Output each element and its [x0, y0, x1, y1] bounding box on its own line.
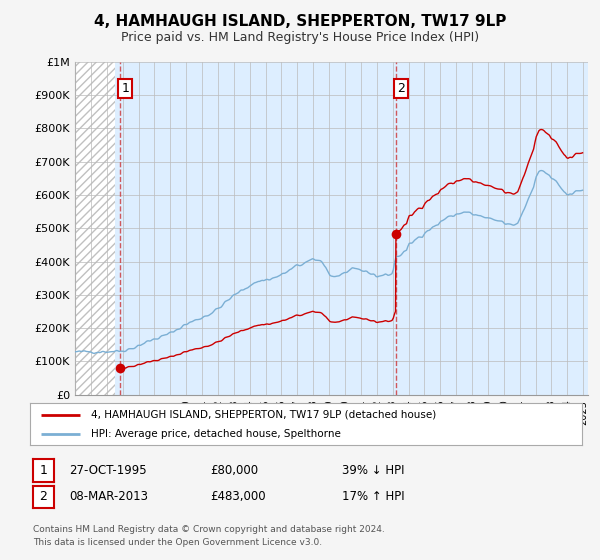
- Text: 2: 2: [397, 82, 405, 95]
- Text: 17% ↑ HPI: 17% ↑ HPI: [342, 490, 404, 503]
- Text: 4, HAMHAUGH ISLAND, SHEPPERTON, TW17 9LP: 4, HAMHAUGH ISLAND, SHEPPERTON, TW17 9LP: [94, 14, 506, 29]
- Text: 1: 1: [121, 82, 129, 95]
- Text: £80,000: £80,000: [210, 464, 258, 477]
- Text: 27-OCT-1995: 27-OCT-1995: [69, 464, 146, 477]
- Bar: [75, 62, 115, 395]
- Text: Contains HM Land Registry data © Crown copyright and database right 2024.
This d: Contains HM Land Registry data © Crown c…: [33, 525, 385, 547]
- Text: 1: 1: [40, 464, 47, 477]
- Text: 2: 2: [40, 490, 47, 503]
- Text: HPI: Average price, detached house, Spelthorne: HPI: Average price, detached house, Spel…: [91, 429, 341, 439]
- Text: £483,000: £483,000: [210, 490, 266, 503]
- Text: 08-MAR-2013: 08-MAR-2013: [69, 490, 148, 503]
- Text: 4, HAMHAUGH ISLAND, SHEPPERTON, TW17 9LP (detached house): 4, HAMHAUGH ISLAND, SHEPPERTON, TW17 9LP…: [91, 409, 436, 419]
- Text: Price paid vs. HM Land Registry's House Price Index (HPI): Price paid vs. HM Land Registry's House …: [121, 31, 479, 44]
- Text: 39% ↓ HPI: 39% ↓ HPI: [342, 464, 404, 477]
